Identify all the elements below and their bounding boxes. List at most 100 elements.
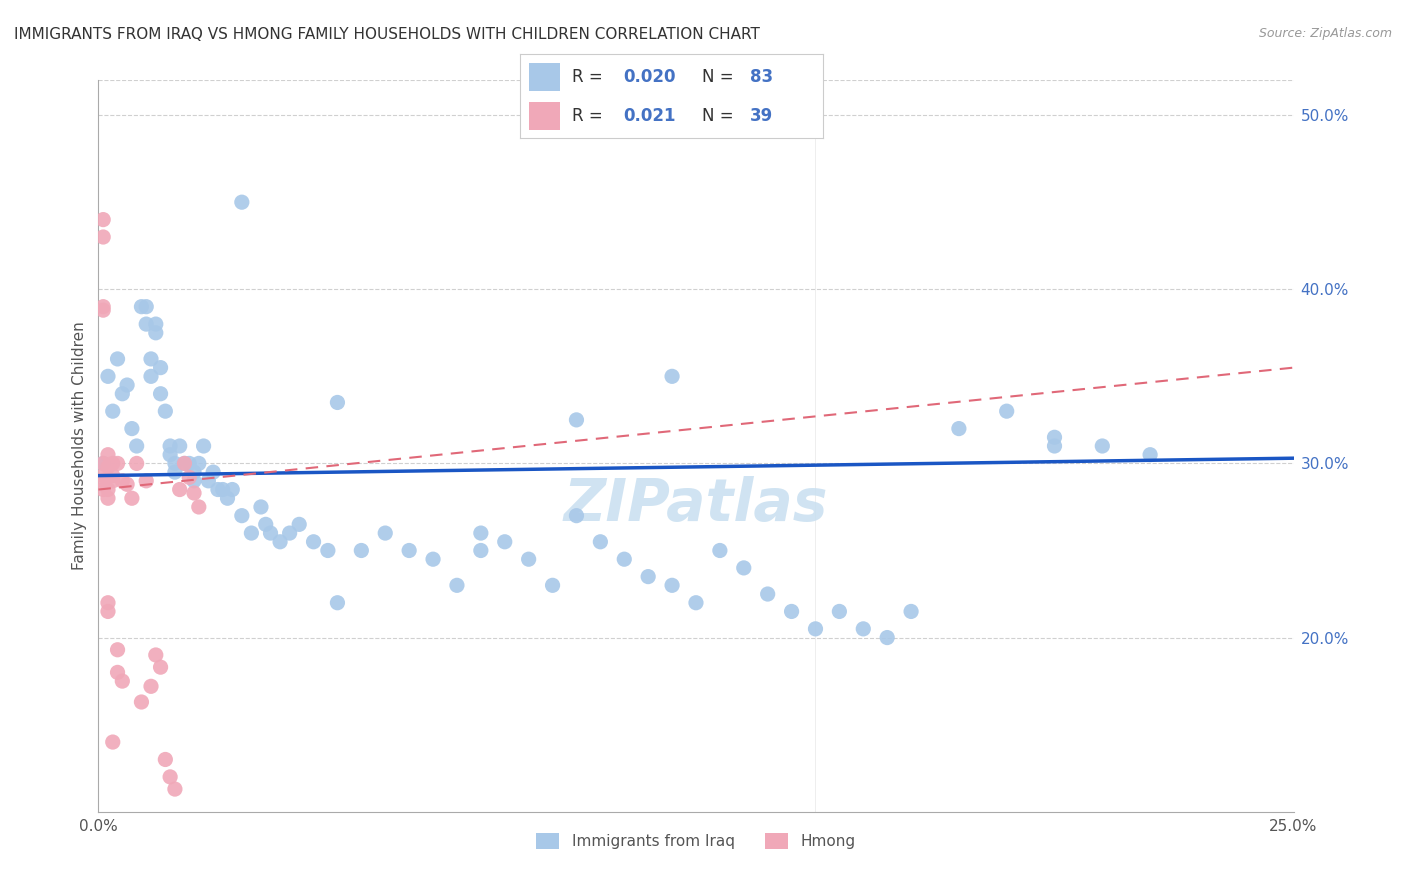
Point [183, 474, 205, 488]
Text: N =: N = [702, 69, 738, 87]
Point [101, 474, 124, 488]
Point [169, 483, 191, 497]
Point [149, 386, 172, 401]
Point [685, 596, 707, 610]
Point [91, 230, 114, 244]
Point [828, 604, 851, 618]
Point [97, 596, 120, 610]
Point [107, 351, 129, 366]
Point [565, 508, 588, 523]
Point [302, 534, 325, 549]
Point [139, 351, 162, 366]
Point [107, 665, 129, 680]
Point [517, 552, 540, 566]
Point [470, 543, 492, 558]
Point [115, 378, 138, 392]
Point [159, 439, 181, 453]
Point [101, 468, 124, 483]
Point [91, 303, 114, 318]
Point [91, 457, 114, 471]
Point [661, 369, 683, 384]
Point [101, 404, 124, 418]
Text: N =: N = [702, 107, 738, 125]
Text: Source: ZipAtlas.com: Source: ZipAtlas.com [1258, 27, 1392, 40]
Point [97, 483, 120, 497]
Text: 83: 83 [749, 69, 773, 87]
Point [145, 326, 167, 340]
Text: R =: R = [572, 69, 607, 87]
Y-axis label: Family Households with Children: Family Households with Children [72, 322, 87, 570]
Point [250, 500, 273, 514]
Point [804, 622, 827, 636]
Point [135, 300, 157, 314]
Point [91, 474, 114, 488]
Point [163, 457, 186, 471]
Point [541, 578, 564, 592]
Point [145, 648, 167, 662]
Point [179, 470, 201, 484]
Point [948, 421, 970, 435]
Point [709, 543, 731, 558]
Point [101, 457, 124, 471]
Point [125, 439, 148, 453]
Point [1043, 439, 1066, 453]
Point [187, 457, 209, 471]
Point [494, 534, 516, 549]
Point [179, 457, 201, 471]
Point [231, 508, 253, 523]
Text: R =: R = [572, 107, 607, 125]
Point [756, 587, 779, 601]
Point [91, 483, 114, 497]
Point [121, 491, 143, 506]
Text: 0.021: 0.021 [623, 107, 675, 125]
Point [288, 517, 311, 532]
Point [900, 604, 922, 618]
Point [111, 674, 134, 689]
Point [107, 642, 129, 657]
Point [350, 543, 373, 558]
Point [187, 500, 209, 514]
Point [131, 300, 153, 314]
Legend: Immigrants from Iraq, Hmong: Immigrants from Iraq, Hmong [530, 827, 862, 855]
Point [149, 660, 172, 674]
Point [159, 770, 181, 784]
Point [852, 622, 875, 636]
Point [211, 483, 233, 497]
Point [125, 457, 148, 471]
Point [326, 395, 349, 409]
Text: ZIPatlas: ZIPatlas [564, 476, 828, 533]
Point [1043, 430, 1066, 444]
Point [155, 752, 177, 766]
Point [316, 543, 339, 558]
Point [269, 534, 291, 549]
Point [259, 526, 281, 541]
Point [163, 465, 186, 479]
Text: 39: 39 [749, 107, 773, 125]
Point [1139, 448, 1161, 462]
Text: 0.020: 0.020 [623, 69, 675, 87]
Point [155, 404, 177, 418]
Point [637, 569, 659, 583]
Point [733, 561, 755, 575]
Point [183, 486, 205, 500]
Point [101, 735, 124, 749]
Point [183, 465, 205, 479]
Point [91, 468, 114, 483]
Point [139, 679, 162, 693]
Text: IMMIGRANTS FROM IRAQ VS HMONG FAMILY HOUSEHOLDS WITH CHILDREN CORRELATION CHART: IMMIGRANTS FROM IRAQ VS HMONG FAMILY HOU… [14, 27, 759, 42]
Point [173, 457, 195, 471]
Point [169, 439, 191, 453]
Point [91, 212, 114, 227]
Point [131, 695, 153, 709]
Point [326, 596, 349, 610]
Point [115, 477, 138, 491]
Point [111, 386, 134, 401]
Point [135, 317, 157, 331]
Point [135, 474, 157, 488]
Point [221, 483, 243, 497]
Point [217, 491, 239, 506]
Point [207, 483, 229, 497]
Point [254, 517, 277, 532]
Point [780, 604, 803, 618]
Point [231, 195, 253, 210]
